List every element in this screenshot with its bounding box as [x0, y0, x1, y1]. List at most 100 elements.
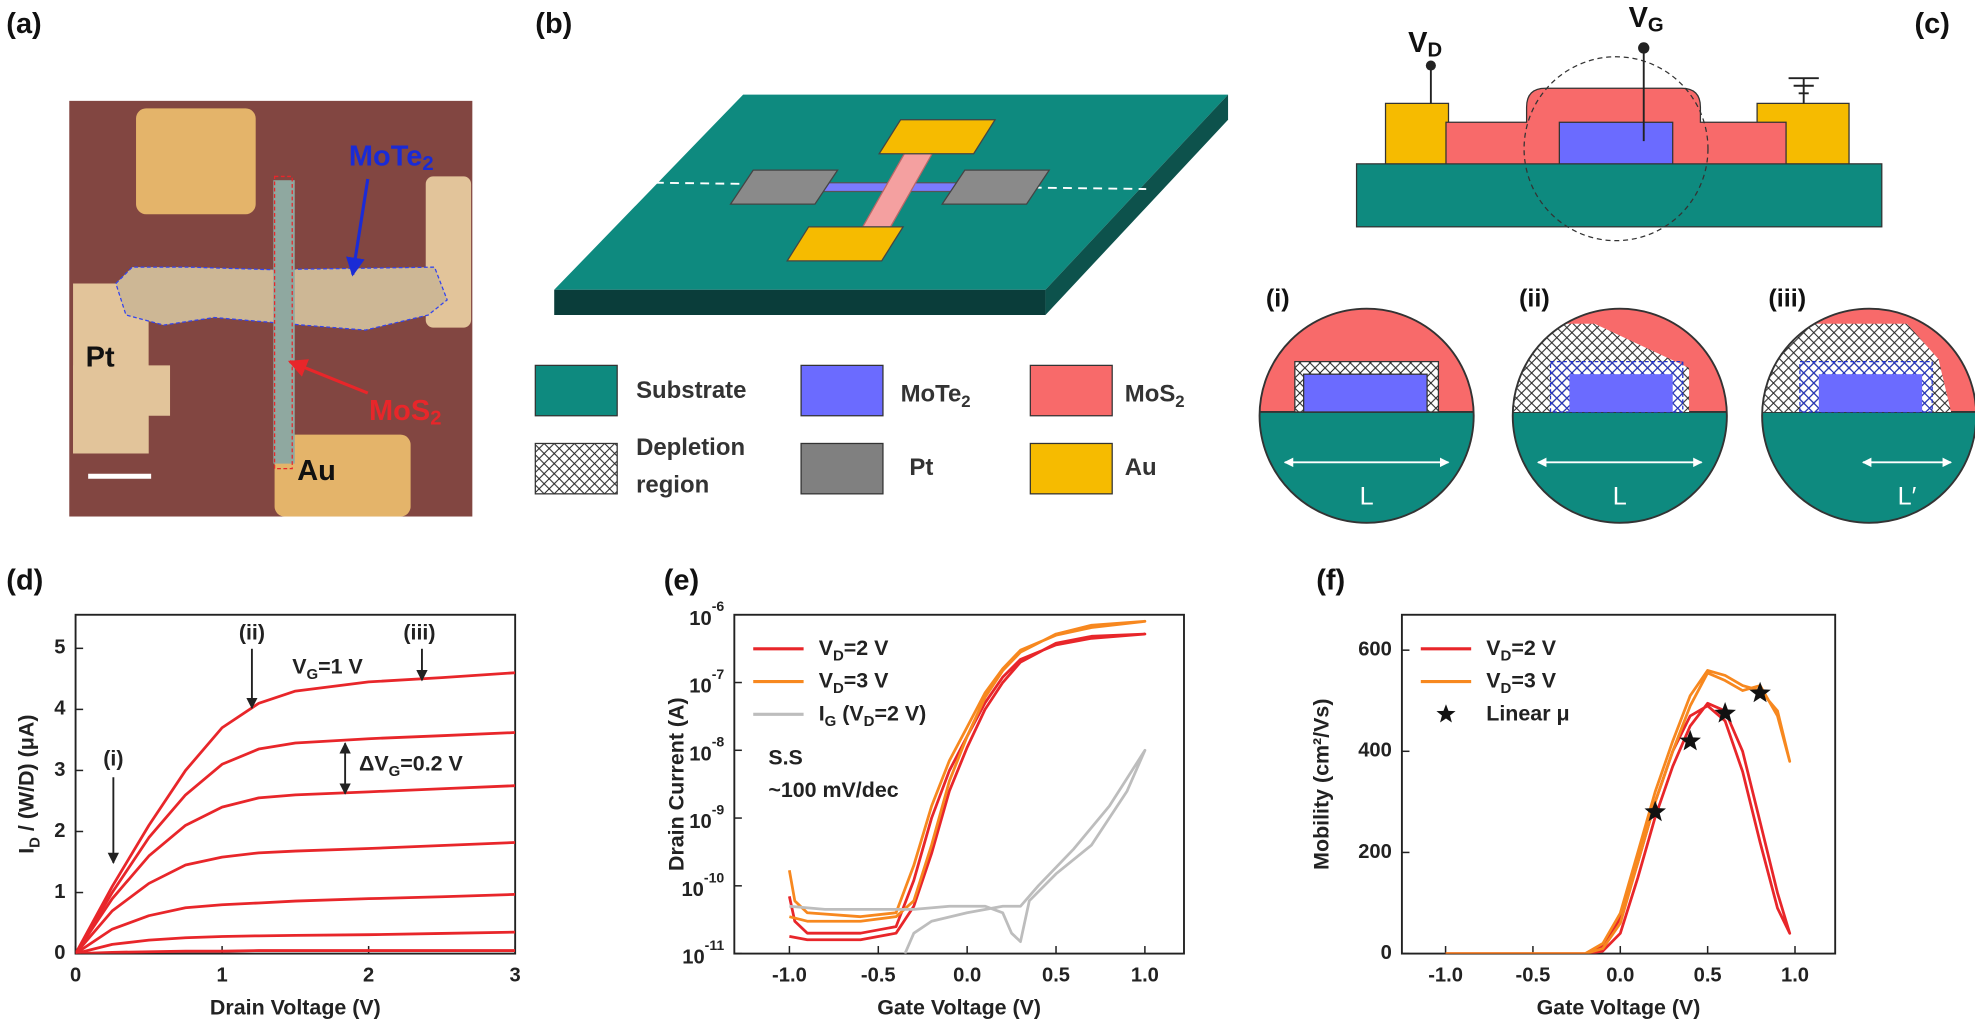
- insets: L (i) L (ii) L′ (iii): [1258, 285, 1975, 524]
- text-part: / (W/D) (μA): [14, 715, 38, 837]
- panel-c: (c) VD VG L(i)L(ii)L′(iii): [1258, 2, 1975, 524]
- y-tick-label: 10-9: [689, 801, 724, 833]
- plot-area: [1445, 669, 1792, 954]
- marker: [1644, 800, 1667, 822]
- plot-frame: [74, 613, 517, 955]
- inset: L: [1259, 308, 1474, 523]
- substrate: [1762, 411, 1975, 523]
- mote2: [1569, 374, 1673, 412]
- text-part: MoS: [369, 395, 430, 427]
- mote2: [1303, 373, 1428, 413]
- plot-area: [75, 671, 516, 954]
- line: [788, 632, 1147, 942]
- tick-base: 10: [682, 947, 704, 969]
- ground: [1788, 77, 1819, 104]
- annotation: (iii): [403, 620, 435, 644]
- inset-border: [1511, 307, 1728, 524]
- swatch: [1029, 442, 1113, 495]
- y-tick-label: 10-8: [689, 733, 724, 765]
- x-tick-label: 3: [510, 965, 521, 987]
- tick-base: 10: [689, 676, 711, 698]
- text-part: Linear μ: [1486, 701, 1569, 725]
- x-tick-label: 1.0: [1781, 965, 1809, 987]
- y-tick-label: 10-6: [689, 598, 724, 630]
- legend-marker: [1436, 704, 1456, 723]
- tick-exponent: -10: [704, 869, 725, 885]
- legend-label: MoS2: [1125, 381, 1185, 412]
- swatch: [534, 442, 618, 495]
- marker: [1679, 729, 1701, 751]
- tick-base: 10: [681, 879, 703, 901]
- legend-label: MoTe2: [901, 381, 971, 412]
- y-tick-label: 600: [1358, 638, 1392, 660]
- text-part: ~100 mV/dec: [768, 778, 898, 802]
- panel-label: (c): [1915, 8, 1950, 40]
- x-tick-label: 1.0: [1131, 965, 1159, 987]
- x-tick-label: 2: [363, 965, 374, 987]
- y-axis-label: Mobility (cm²/Vs): [1309, 699, 1333, 870]
- y-tick-label: 1: [54, 881, 65, 903]
- subscript: 2: [961, 393, 970, 412]
- text-part: =2 V: [844, 635, 889, 659]
- text-part: MoTe: [901, 381, 962, 408]
- swatch: [534, 364, 618, 417]
- text-part: MoTe: [349, 140, 422, 172]
- y-tick-label: 10-10: [681, 869, 724, 901]
- pt-electrode: [729, 169, 839, 205]
- text-part: MoS: [1125, 381, 1176, 408]
- subscript: D: [833, 647, 844, 664]
- x-tick-label: 0.5: [1694, 965, 1722, 987]
- text-part: I: [819, 701, 825, 725]
- pt-label: Pt: [86, 342, 115, 374]
- au-electrode: [878, 119, 997, 155]
- inset-border: [1761, 307, 1975, 524]
- subscript: G: [1648, 15, 1664, 37]
- inset: L: [1512, 308, 1727, 523]
- inset-label: (i): [1266, 285, 1290, 313]
- swatch: [800, 364, 884, 417]
- panel-label: (b): [535, 8, 572, 40]
- x-axis-label: Gate Voltage (V): [1537, 996, 1701, 1020]
- subscript: D: [833, 680, 844, 697]
- mos2-strip: [273, 180, 295, 464]
- plot-area: [788, 619, 1147, 954]
- x-tick-label: 1: [217, 965, 228, 987]
- tick-exponent: -7: [712, 666, 725, 682]
- x-tick-label: -1.0: [772, 965, 807, 987]
- text-part: V: [1486, 668, 1501, 692]
- mote2-outline: [115, 266, 448, 331]
- legend-label: region: [636, 472, 709, 499]
- annotation: ΔVG=0.2 V: [359, 751, 464, 780]
- panel-label: (e): [664, 565, 699, 597]
- length-label: L: [1613, 482, 1627, 510]
- tick-exponent: -6: [712, 598, 725, 614]
- subscript: G: [389, 763, 401, 780]
- mos2-outline: [273, 175, 293, 470]
- line: [789, 748, 1147, 954]
- legend-label: Pt: [909, 454, 933, 481]
- text-part: (V: [836, 701, 864, 725]
- au-label: Au: [297, 455, 336, 487]
- tick-base: 10: [689, 811, 711, 833]
- arrow: [345, 178, 370, 277]
- tick-base: 10: [689, 744, 711, 766]
- line: [75, 841, 516, 954]
- text-part: =3 V: [1511, 668, 1556, 692]
- tick-exponent: -11: [705, 937, 725, 953]
- annotation: VG=1 V: [292, 654, 363, 683]
- panel-b: (b) Substrate MoTe2 MoS2 Depletion regio…: [534, 8, 1229, 499]
- text-part: (iii): [403, 620, 435, 644]
- panel-label: (d): [6, 565, 43, 597]
- subscript: D: [26, 837, 43, 848]
- legend-label: Substrate: [636, 377, 746, 404]
- x-tick-label: -1.0: [1428, 965, 1463, 987]
- annotation: (ii): [239, 620, 265, 644]
- y-axis-label: Drain Current (A): [664, 697, 688, 871]
- au-pad: [274, 434, 411, 517]
- mote2: [1558, 121, 1674, 165]
- legend-label: VD=2 V: [1486, 635, 1556, 664]
- y-tick-label: 400: [1358, 740, 1392, 762]
- mote2: [1818, 374, 1923, 412]
- pt-pad: [73, 365, 149, 454]
